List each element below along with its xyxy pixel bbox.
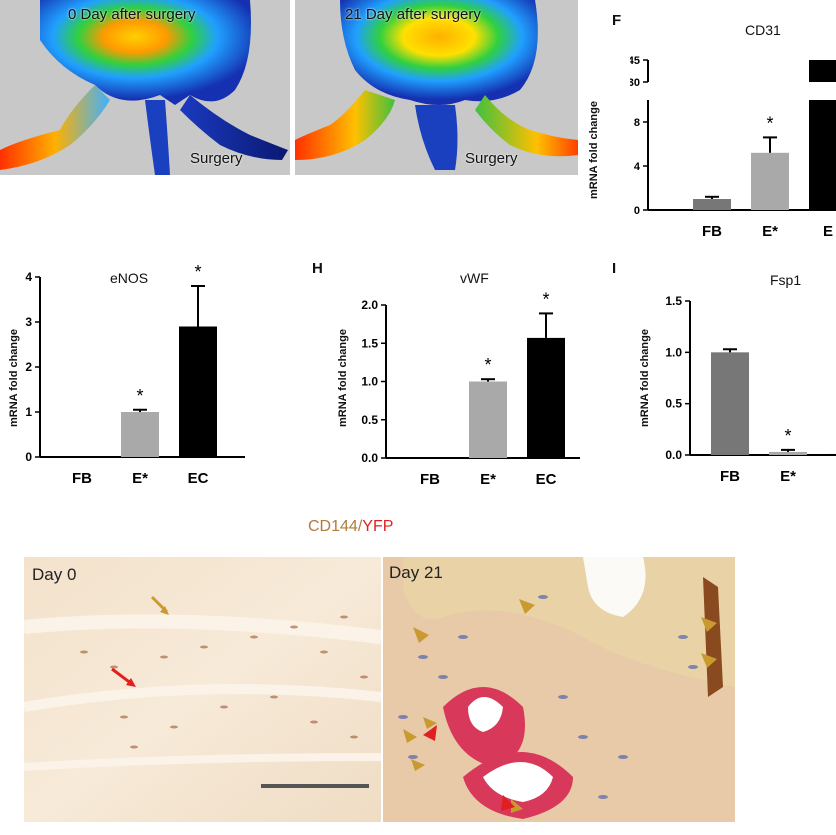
y-tick-label: 0.5 [361, 413, 378, 427]
heatmap-day21: 21 Day after surgery Surgery [295, 0, 578, 175]
y-tick-label: 1.0 [665, 345, 682, 359]
bar-estar [121, 412, 159, 457]
x-tick-label: E* [780, 468, 796, 485]
chart-title-enos: eNOS [110, 270, 149, 286]
heatmap-day21-caption: 21 Day after surgery [345, 6, 481, 23]
x-tick-label: EC [536, 471, 557, 488]
y-tick-label: 8 [634, 117, 640, 129]
y-tick-label: 3 [25, 315, 32, 329]
significance-star: * [194, 265, 201, 282]
histology-title-cd144: CD144 [308, 518, 358, 535]
chart-fsp1: 0.00.51.01.5FB*E*E [665, 294, 836, 485]
y-tick-label: 1.5 [665, 294, 682, 308]
x-tick-label: E* [762, 223, 778, 240]
y-tick-label: 0 [634, 205, 640, 217]
ylabel-vwf: mRNA fold change [337, 329, 349, 427]
y-tick-label: 2 [25, 360, 32, 374]
y-tick-label: 1.5 [361, 336, 378, 350]
histology-day21-image [383, 557, 735, 822]
x-tick-label: FB [72, 470, 92, 487]
heatmap-day0-label: Surgery [190, 150, 243, 167]
y-tick-label: 2.0 [361, 298, 378, 312]
panel-letter-f: F [612, 12, 622, 29]
x-tick-label: E* [132, 470, 148, 487]
bar-fb [711, 352, 749, 455]
x-tick-label: FB [702, 223, 722, 240]
heatmap-day21-label: Surgery [465, 150, 518, 167]
significance-star: * [542, 289, 549, 309]
bar-e [827, 453, 836, 455]
y-tick-label: 1.0 [361, 375, 378, 389]
heatmap-day21-image [295, 0, 578, 170]
heatmap-day0-image [0, 0, 288, 175]
histology-day0-label: Day 0 [32, 565, 77, 584]
histology-day0-image [24, 557, 381, 822]
y-tick-label: 4 [634, 161, 641, 173]
y-tick-label: 1 [25, 405, 32, 419]
bar-e-lower [809, 100, 836, 210]
histology-title-yfp: YFP [362, 518, 394, 535]
bar-estar [751, 152, 789, 210]
histology-day21-label: Day 21 [389, 563, 443, 582]
bar-ec [179, 326, 217, 457]
chart-cd31: 0 4 8 30 45 FB * E* E [630, 55, 836, 240]
bar-fb [693, 199, 731, 210]
heatmap-day0-caption: 0 Day after surgery [68, 6, 196, 23]
significance-star: * [484, 355, 491, 375]
histology-day0: Day 0 [24, 557, 381, 822]
chart-title-vwf: vWF [460, 270, 489, 286]
panel-letter-h: H [312, 260, 323, 277]
significance-star: * [136, 386, 143, 406]
bar-estar [769, 451, 807, 455]
histology-day21: Day 21 [383, 557, 735, 822]
y-tick-label: 0.0 [361, 451, 378, 465]
y-tick-label: 4 [25, 270, 32, 284]
ylabel-cd31: mRNA fold change [588, 101, 600, 199]
y-tick-label: 0.0 [665, 448, 682, 462]
chart-vwf: 0.0 0.5 1.0 1.5 2.0 FB * E* * EC [361, 289, 580, 488]
ylabel-enos: mRNA fold change [8, 329, 20, 427]
x-tick-label: FB [420, 471, 440, 488]
panel-letter-i: I [612, 260, 617, 277]
histology-title-slash: / [357, 518, 363, 535]
significance-star: * [784, 426, 791, 446]
y-tick-label: 0 [25, 450, 32, 464]
y-tick-label: 45 [630, 55, 640, 67]
chart-title-fsp1: Fsp1 [770, 272, 802, 288]
x-tick-label: E* [480, 471, 496, 488]
histology-title: CD144/YFP [308, 518, 393, 536]
significance-star: * [766, 113, 773, 133]
y-tick-label: 30 [630, 77, 640, 89]
x-tick-label: EC [188, 470, 209, 487]
bar-e-upper [809, 60, 836, 82]
heatmap-day0: 0 Day after surgery Surgery [0, 0, 290, 175]
x-tick-label: FB [720, 468, 740, 485]
chart-title-cd31: CD31 [745, 22, 781, 38]
y-tick-label: 0.5 [665, 397, 682, 411]
x-tick-label: E [823, 223, 833, 240]
bar-ec [527, 337, 565, 458]
chart-enos: 0 1 2 3 4 FB * E* * EC [25, 265, 245, 487]
bar-estar [469, 381, 507, 458]
